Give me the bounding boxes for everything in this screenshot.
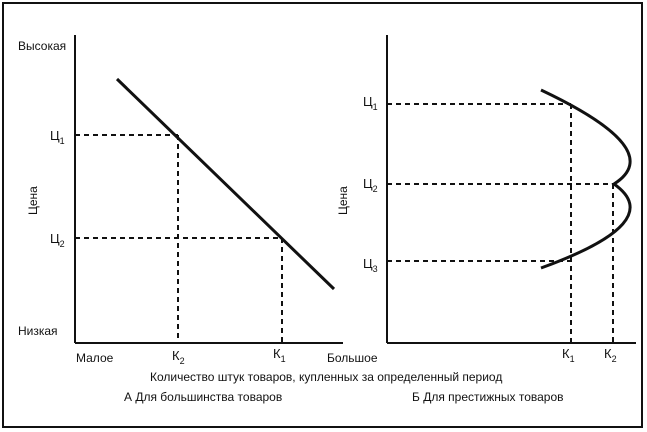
left-qty-k2-label: К2 [172, 348, 185, 366]
right-price-2-label: Ц2 [363, 176, 378, 194]
left-panel: Высокая Низкая Цена Ц1 Ц2 Малое Большое … [18, 35, 378, 404]
right-demand-curve [540, 88, 632, 270]
left-y-axis-label: Цена [26, 186, 40, 215]
left-demand-curve [115, 77, 336, 291]
left-x-right-label: Большое [327, 351, 378, 365]
shared-x-axis-label: Количество штук товаров, купленных за оп… [150, 370, 502, 384]
right-caption: Б Для престижных товаров [412, 390, 564, 404]
left-y-top-label: Высокая [18, 39, 66, 53]
left-qty-k1-label: К1 [273, 346, 286, 364]
right-price-1-label: Ц1 [363, 94, 378, 112]
right-panel: Цена Ц1 Ц2 Ц3 К1 К2 Б Для престижных тов… [336, 35, 636, 404]
left-price-1-label: Ц1 [50, 128, 65, 146]
right-qty-k1-label: К1 [562, 346, 575, 364]
right-y-axis-label: Цена [336, 186, 350, 215]
figure-frame [2, 2, 643, 428]
right-price-3-label: Ц3 [363, 256, 378, 274]
left-y-bottom-label: Низкая [18, 324, 58, 338]
left-x-left-label: Малое [76, 351, 114, 365]
left-price-2-label: Ц2 [50, 231, 65, 249]
right-qty-k2-label: К2 [604, 346, 617, 364]
left-caption: А Для большинства товаров [124, 390, 282, 404]
